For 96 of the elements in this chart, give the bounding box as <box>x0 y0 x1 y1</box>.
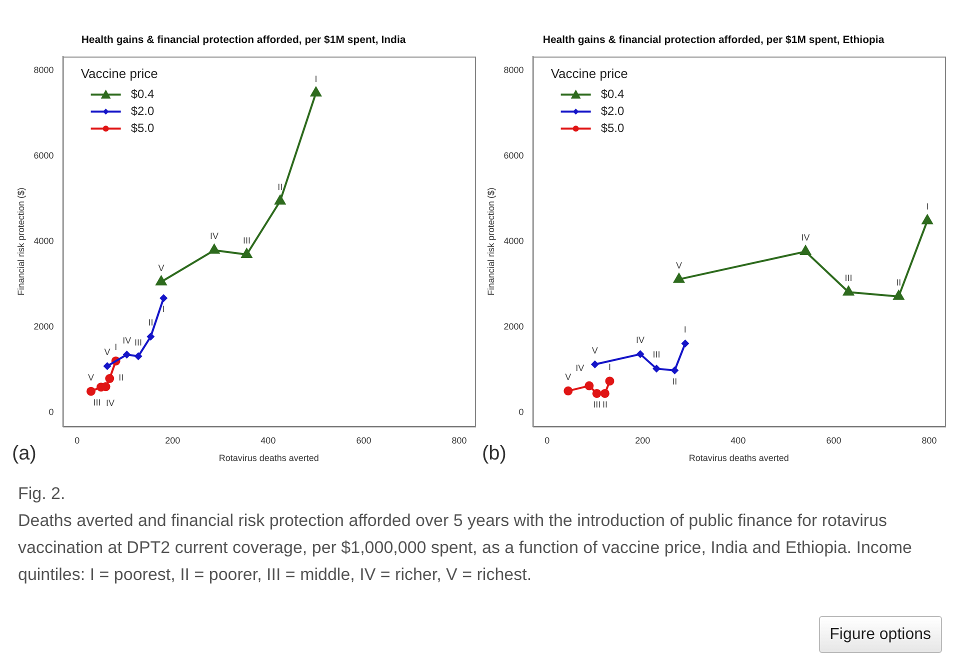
annotation: V <box>592 345 598 356</box>
legend-label: $0.4 <box>130 86 155 101</box>
point <box>155 274 168 286</box>
chart-title: Health gains & financial protection afforded, per $1M spent, India <box>81 34 406 46</box>
y-tick-label: 8000 <box>504 64 524 75</box>
annotation: I <box>314 74 318 84</box>
annotation: IV <box>636 335 645 346</box>
annotation: II <box>896 277 902 288</box>
point <box>103 362 112 370</box>
point <box>892 289 905 300</box>
x-tick-label: 200 <box>635 435 650 446</box>
annotation: V <box>104 347 110 358</box>
annotation: III <box>652 350 660 360</box>
legend-label: $5.0 <box>600 120 625 135</box>
y-axis-title: Financial risk protection ($) <box>486 187 496 296</box>
annotation: I <box>608 362 611 372</box>
annotation: I <box>684 324 686 334</box>
text: Deaths averted and financial risk protection afforded over 5 years with the introduction of public finance for rotavirus vaccination at DPT2 current coverage, per $1,000,000 spent, as a function of vaccine price, India and Ethiopia. Income quintiles: I = poorest, II = poorer, III = middle, IV = richer, V = richest. <box>18 510 913 586</box>
annotation: III <box>134 337 142 348</box>
text: (a) <box>12 442 36 465</box>
point <box>240 248 253 258</box>
annotation: V <box>158 262 164 273</box>
point <box>86 386 96 396</box>
y-tick-label: 6000 <box>504 150 524 160</box>
legend-title: Vaccine price <box>550 66 628 82</box>
x-tick-label: 400 <box>260 435 276 446</box>
chart-title: Health gains & financial protection afforded, per $1M spent, Ethiopia <box>542 34 884 46</box>
caption: Fig. 2. <box>18 483 66 505</box>
x-axis-title: Rotavirus deaths averted <box>688 453 789 464</box>
y-tick-label: 6000 <box>34 150 54 160</box>
x-tick-label: 0 <box>74 435 80 446</box>
legend-label: $2.0 <box>600 104 625 118</box>
annotation: I <box>926 202 929 212</box>
annotation: IV <box>801 232 810 243</box>
annotation: IV <box>576 362 584 373</box>
x-tick-label: 0 <box>544 435 550 446</box>
annotation: II <box>278 182 283 192</box>
y-tick-label: 0 <box>518 406 524 417</box>
point <box>105 374 114 384</box>
annotation: I <box>162 304 165 314</box>
annotation: III <box>242 236 250 246</box>
text: (b) <box>482 442 506 465</box>
annotation: IV <box>122 336 132 346</box>
annotation: II <box>118 372 124 383</box>
annotation: II <box>672 376 678 386</box>
legend-label: $0.4 <box>600 86 625 101</box>
x-tick-label: 200 <box>165 435 180 446</box>
annotation: IV <box>210 231 218 242</box>
x-tick-label: 600 <box>826 435 842 446</box>
annotation: V <box>88 372 94 382</box>
point <box>146 332 155 341</box>
y-tick-label: 0 <box>48 406 54 417</box>
annotation: V <box>676 260 682 270</box>
point <box>584 381 594 390</box>
point <box>799 244 812 256</box>
legend-label: $5.0 <box>130 120 155 135</box>
x-tick-label: 400 <box>730 435 746 446</box>
point <box>208 243 220 254</box>
point <box>160 294 168 302</box>
point <box>134 352 142 360</box>
point <box>122 350 131 359</box>
y-tick-label: 2000 <box>504 321 524 332</box>
point <box>670 366 679 374</box>
point <box>652 364 661 373</box>
y-tick-label: 4000 <box>34 236 54 246</box>
legend-label: $2.0 <box>130 104 155 118</box>
point <box>605 376 614 386</box>
point <box>921 214 934 224</box>
text: Figure options <box>818 616 942 653</box>
y-tick-label: 4000 <box>504 236 524 246</box>
annotation: II <box>148 318 154 328</box>
point <box>274 194 286 205</box>
y-tick-label: 2000 <box>34 321 54 332</box>
point <box>590 360 599 368</box>
x-axis-title: Rotavirus deaths averted <box>218 453 319 464</box>
y-tick-label: 8000 <box>34 64 54 75</box>
legend-title: Vaccine price <box>80 66 158 82</box>
point <box>681 339 690 348</box>
y-axis-title: Financial risk protection ($) <box>16 187 26 296</box>
annotation: III <box>844 273 852 284</box>
annotation: IV <box>106 398 115 408</box>
point <box>600 388 610 398</box>
point <box>592 388 602 398</box>
point <box>564 386 573 396</box>
annotation: III <box>593 399 601 410</box>
point <box>636 350 644 358</box>
x-tick-label: 600 <box>356 435 372 446</box>
annotation: III <box>93 398 101 408</box>
point <box>310 86 322 96</box>
point <box>842 285 855 296</box>
annotation: I <box>114 342 118 352</box>
point <box>672 272 686 283</box>
annotation: II <box>602 399 608 410</box>
x-tick-label: 800 <box>452 435 467 446</box>
x-tick-label: 800 <box>922 435 937 446</box>
annotation: V <box>565 372 572 382</box>
